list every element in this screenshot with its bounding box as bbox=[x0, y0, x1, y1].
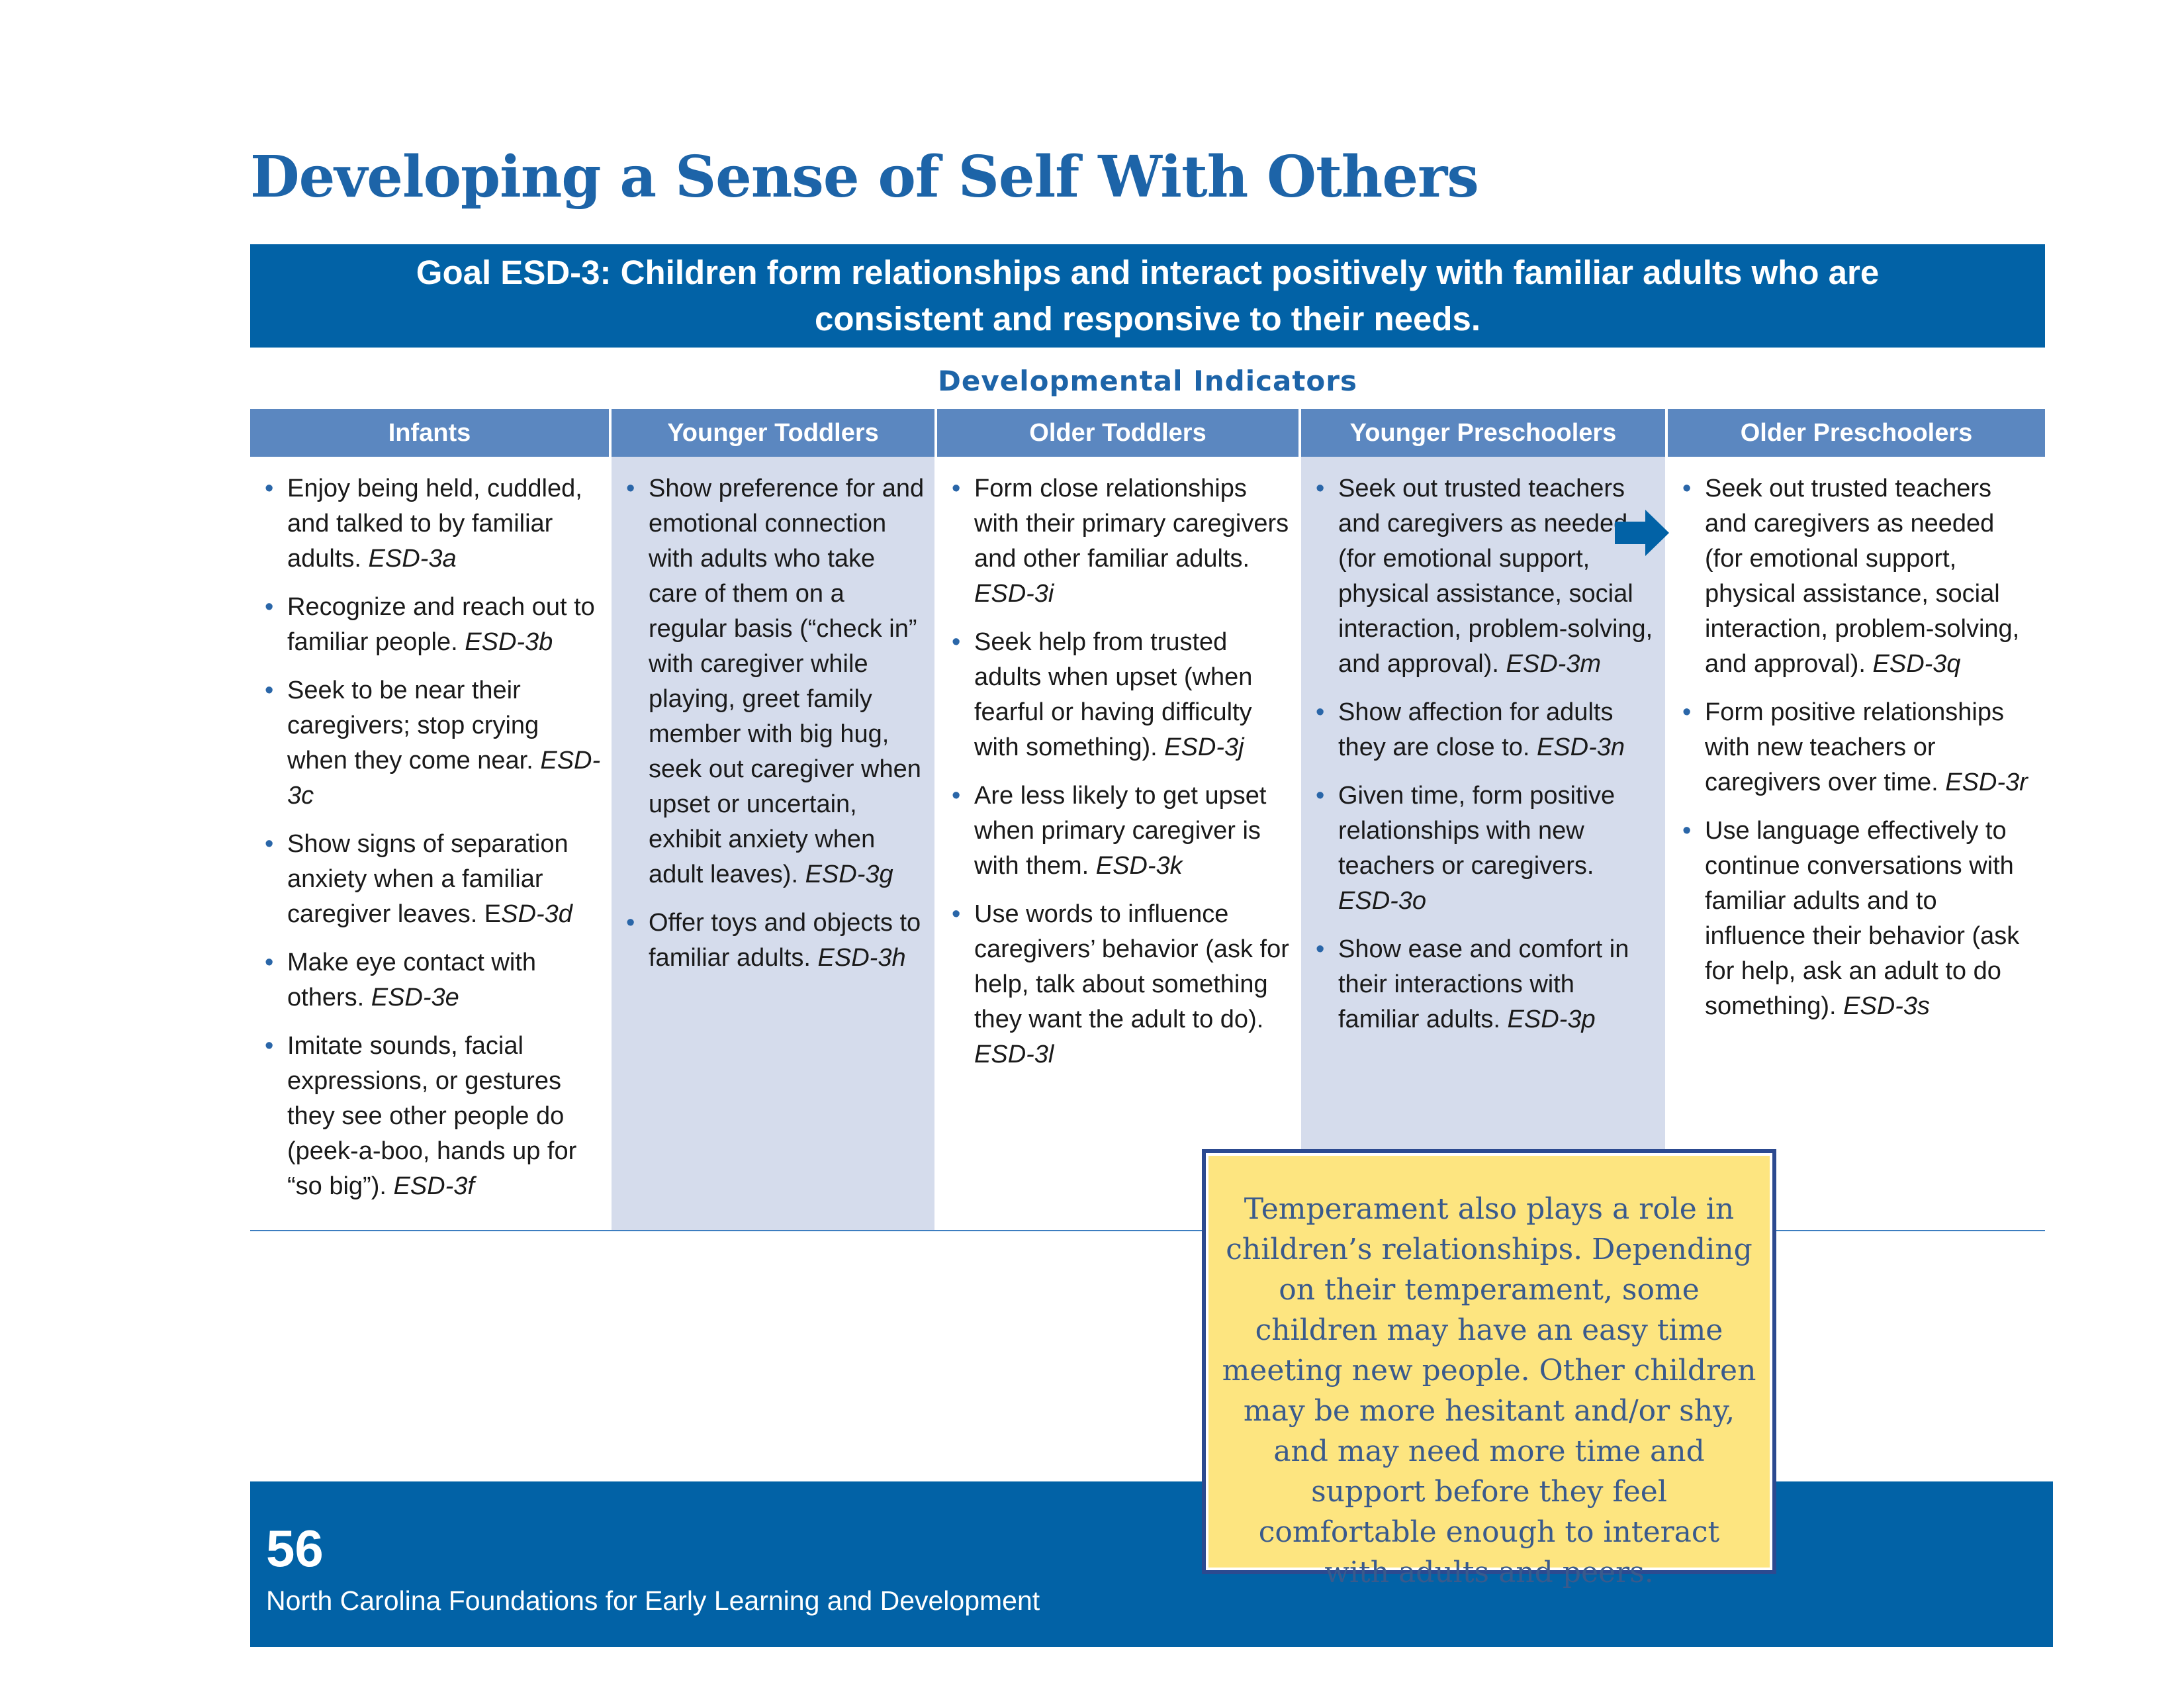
indicator-code: ESD-3o bbox=[1338, 887, 1427, 915]
indicator-code: SD-3d bbox=[501, 900, 572, 928]
indicator-code: ESD-3s bbox=[1843, 992, 1931, 1020]
column-younger-toddlers: Younger Toddlers Show preference for and… bbox=[609, 409, 934, 1230]
publication-title: North Carolina Foundations for Early Lea… bbox=[266, 1585, 1040, 1616]
indicator-code: ESD-3j bbox=[1164, 733, 1244, 761]
indicator-code: ESD-3e bbox=[371, 984, 459, 1011]
indicator-item: Show affection for adults they are close… bbox=[1316, 695, 1657, 765]
indicator-text: Recognize and reach out to familiar peop… bbox=[287, 593, 595, 656]
right-arrow-icon bbox=[1615, 510, 1669, 556]
indicator-item: Use language effectively to continue con… bbox=[1682, 814, 2037, 1024]
indicator-code: ESD-3q bbox=[1872, 650, 1961, 678]
indicator-text: Offer toys and objects to familiar adult… bbox=[649, 909, 921, 972]
column-header: Older Preschoolers bbox=[1668, 409, 2045, 457]
column-younger-preschoolers: Younger Preschoolers Seek out trusted te… bbox=[1298, 409, 1665, 1230]
indicator-item: Seek to be near their caregivers; stop c… bbox=[265, 673, 601, 814]
indicator-text: Are less likely to get upset when primar… bbox=[974, 782, 1267, 880]
indicator-code: ESD-3f bbox=[393, 1172, 475, 1200]
indicator-code: ESD-3n bbox=[1536, 733, 1625, 761]
page-number: 56 bbox=[266, 1519, 324, 1577]
indicator-text: Enjoy being held, cuddled, and talked to… bbox=[287, 475, 582, 573]
indicator-item: Make eye contact with others. ESD-3e bbox=[265, 945, 601, 1015]
indicator-item: Given time, form positive relationships … bbox=[1316, 778, 1657, 919]
indicator-text: Show affection for adults they are close… bbox=[1338, 698, 1614, 761]
indicator-text: Imitate sounds, facial expressions, or g… bbox=[287, 1032, 577, 1200]
indicator-text: Use words to influence caregivers’ behav… bbox=[974, 900, 1289, 1033]
indicator-item: Imitate sounds, facial expressions, or g… bbox=[265, 1029, 601, 1204]
indicator-code: ESD-3a bbox=[368, 545, 457, 573]
indicator-item: Show signs of separation anxiety when a … bbox=[265, 827, 601, 932]
indicator-item: Are less likely to get upset when primar… bbox=[952, 778, 1291, 884]
indicator-list: Seek out trusted teachers and caregivers… bbox=[1668, 457, 2045, 1024]
indicator-item: Form close relationships with their prim… bbox=[952, 471, 1291, 612]
indicator-item: Use words to influence caregivers’ behav… bbox=[952, 897, 1291, 1072]
indicator-list: Form close relationships with their prim… bbox=[937, 457, 1298, 1072]
indicator-text: Use language effectively to continue con… bbox=[1705, 817, 2020, 1020]
indicator-list: Show preference for and emotional connec… bbox=[612, 457, 934, 976]
indicator-code: ESD-3c bbox=[287, 747, 601, 810]
indicator-list: Seek out trusted teachers and caregivers… bbox=[1301, 457, 1665, 1037]
indicator-item: Form positive relationships with new tea… bbox=[1682, 695, 2037, 800]
indicator-item: Seek out trusted teachers and caregivers… bbox=[1682, 471, 2037, 682]
page-title: Developing a Sense of Self With Others bbox=[250, 144, 1479, 211]
indicator-text: Seek to be near their caregivers; stop c… bbox=[287, 677, 541, 774]
column-header: Older Toddlers bbox=[937, 409, 1298, 457]
column-header: Younger Preschoolers bbox=[1301, 409, 1665, 457]
table-bottom-rule bbox=[250, 1230, 2045, 1231]
indicator-text: Seek out trusted teachers and caregivers… bbox=[1705, 475, 2020, 678]
indicator-text: Form positive relationships with new tea… bbox=[1705, 698, 2004, 796]
indicators-table: Infants Enjoy being held, cuddled, and t… bbox=[250, 409, 2045, 1230]
column-header: Infants bbox=[250, 409, 609, 457]
goal-line-2: consistent and responsive to their needs… bbox=[814, 300, 1481, 338]
indicator-code: ESD-3h bbox=[817, 944, 906, 972]
indicator-code: ESD-3i bbox=[974, 580, 1054, 608]
indicator-text: Form close relationships with their prim… bbox=[974, 475, 1289, 573]
indicator-text: Seek help from trusted adults when upset… bbox=[974, 628, 1253, 761]
column-header: Younger Toddlers bbox=[612, 409, 934, 457]
indicator-item: Show preference for and emotional connec… bbox=[626, 471, 927, 892]
indicator-code: ESD-3l bbox=[974, 1041, 1054, 1068]
temperament-callout: Temperament also plays a role in childre… bbox=[1202, 1149, 1776, 1589]
section-heading: Developmental Indicators bbox=[938, 365, 1357, 397]
indicator-code: ESD-3m bbox=[1506, 650, 1602, 678]
goal-line-1: Goal ESD-3: Children form relationships … bbox=[416, 254, 1880, 291]
indicator-text: Seek out trusted teachers and caregivers… bbox=[1338, 475, 1653, 678]
indicator-item: Enjoy being held, cuddled, and talked to… bbox=[265, 471, 601, 577]
indicator-code: ESD-3r bbox=[1945, 769, 2028, 796]
indicator-text: Make eye contact with others. bbox=[287, 949, 536, 1011]
indicator-code: ESD-3b bbox=[465, 628, 553, 656]
indicator-text: Show preference for and emotional connec… bbox=[649, 475, 925, 888]
indicator-item: Show ease and comfort in their interacti… bbox=[1316, 932, 1657, 1037]
goal-banner: Goal ESD-3: Children form relationships … bbox=[250, 244, 2045, 348]
column-older-preschoolers: Older Preschoolers Seek out trusted teac… bbox=[1665, 409, 2045, 1230]
column-older-toddlers: Older Toddlers Form close relationships … bbox=[934, 409, 1298, 1230]
indicator-code: ESD-3g bbox=[805, 861, 893, 888]
indicator-item: Offer toys and objects to familiar adult… bbox=[626, 906, 927, 976]
callout-text: Temperament also plays a role in childre… bbox=[1206, 1153, 1772, 1589]
indicator-list: Enjoy being held, cuddled, and talked to… bbox=[250, 457, 609, 1204]
indicator-text: Show signs of separation anxiety when a … bbox=[287, 830, 569, 928]
indicator-code: ESD-3p bbox=[1507, 1006, 1596, 1033]
indicator-code: ESD-3k bbox=[1095, 852, 1183, 880]
indicator-text: Show ease and comfort in their interacti… bbox=[1338, 935, 1629, 1033]
indicator-item: Seek help from trusted adults when upset… bbox=[952, 625, 1291, 765]
column-infants: Infants Enjoy being held, cuddled, and t… bbox=[250, 409, 609, 1230]
indicator-item: Recognize and reach out to familiar peop… bbox=[265, 590, 601, 660]
indicator-text: Given time, form positive relationships … bbox=[1338, 782, 1615, 880]
footer-bar: 56 North Carolina Foundations for Early … bbox=[250, 1481, 2053, 1647]
indicator-item: Seek out trusted teachers and caregivers… bbox=[1316, 471, 1657, 682]
